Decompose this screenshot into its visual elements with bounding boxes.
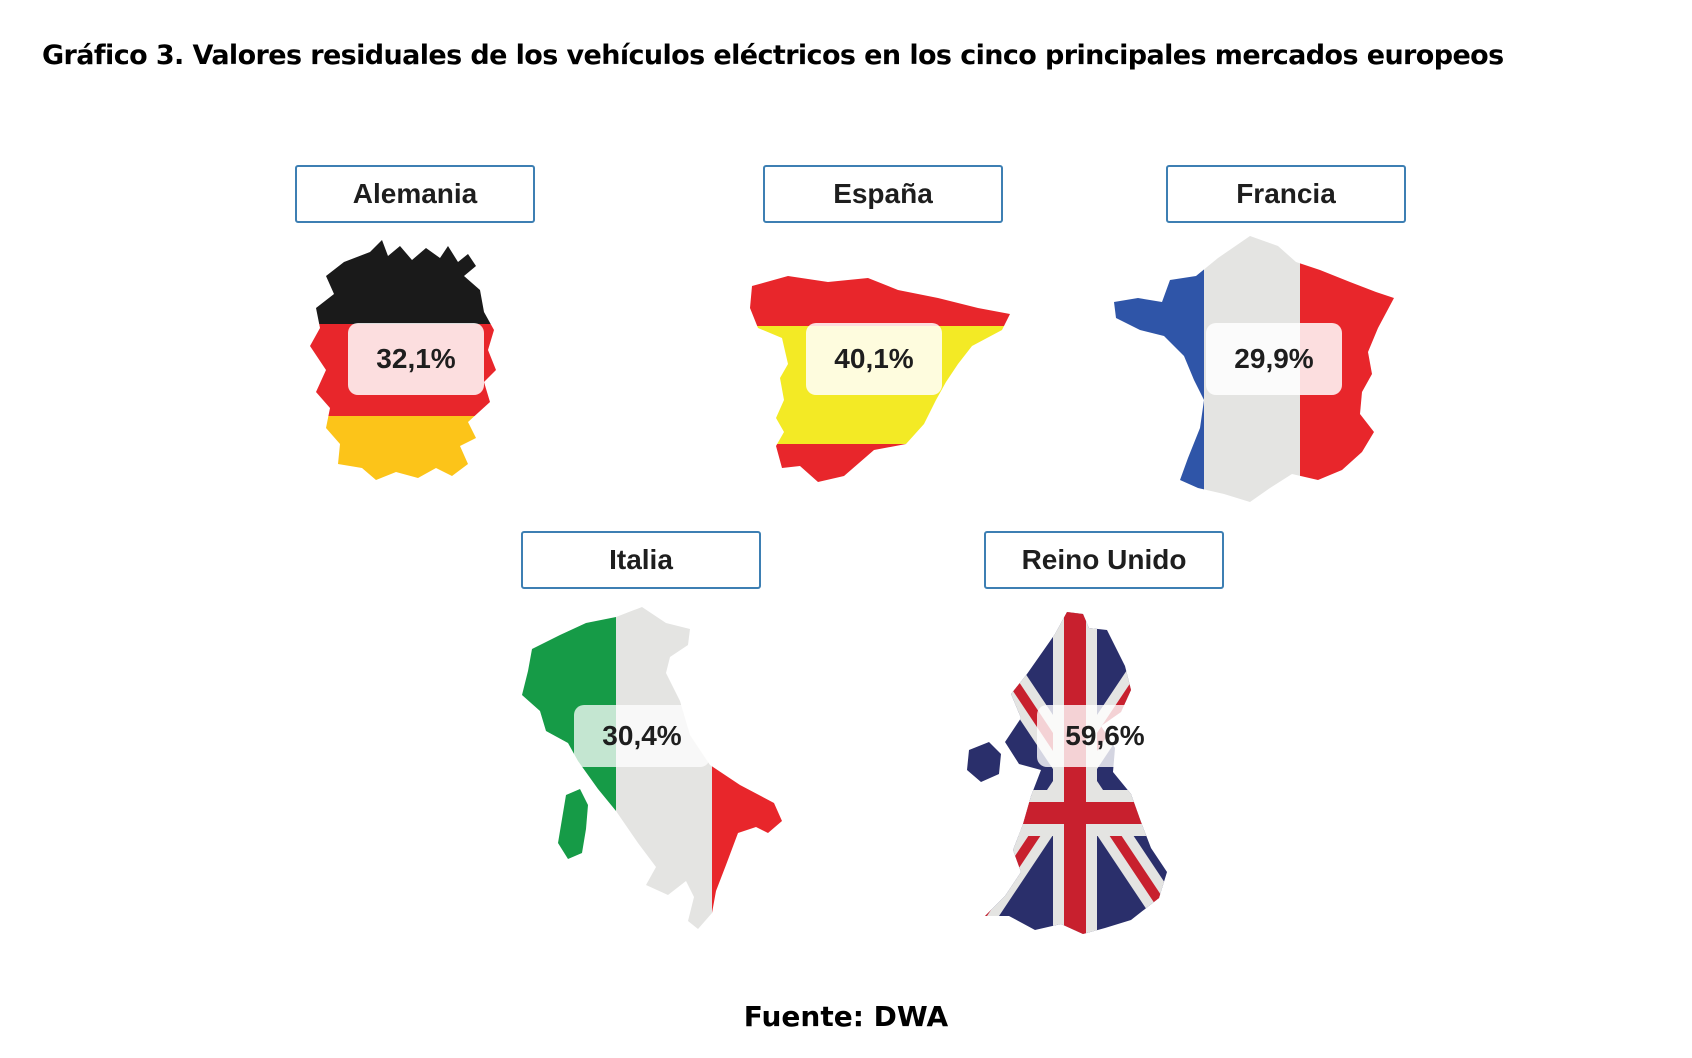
value-espana: 40,1% [806,323,942,395]
country-label-espana: España [763,165,1003,223]
country-label-italia: Italia [521,531,761,589]
value-alemania: 32,1% [348,323,484,395]
value-reino-unido: 59,6% [1037,705,1173,767]
source-note: Fuente: DWA [743,1000,949,1033]
uk-flag-map [967,612,1167,934]
country-label-reino-unido: Reino Unido [984,531,1224,589]
value-francia: 29,9% [1206,323,1342,395]
country-label-francia: Francia [1166,165,1406,223]
italy-flag-map [522,607,782,929]
country-label-alemania: Alemania [295,165,535,223]
value-italia: 30,4% [574,705,710,767]
chart-title: Gráfico 3. Valores residuales de los veh… [42,40,1504,71]
